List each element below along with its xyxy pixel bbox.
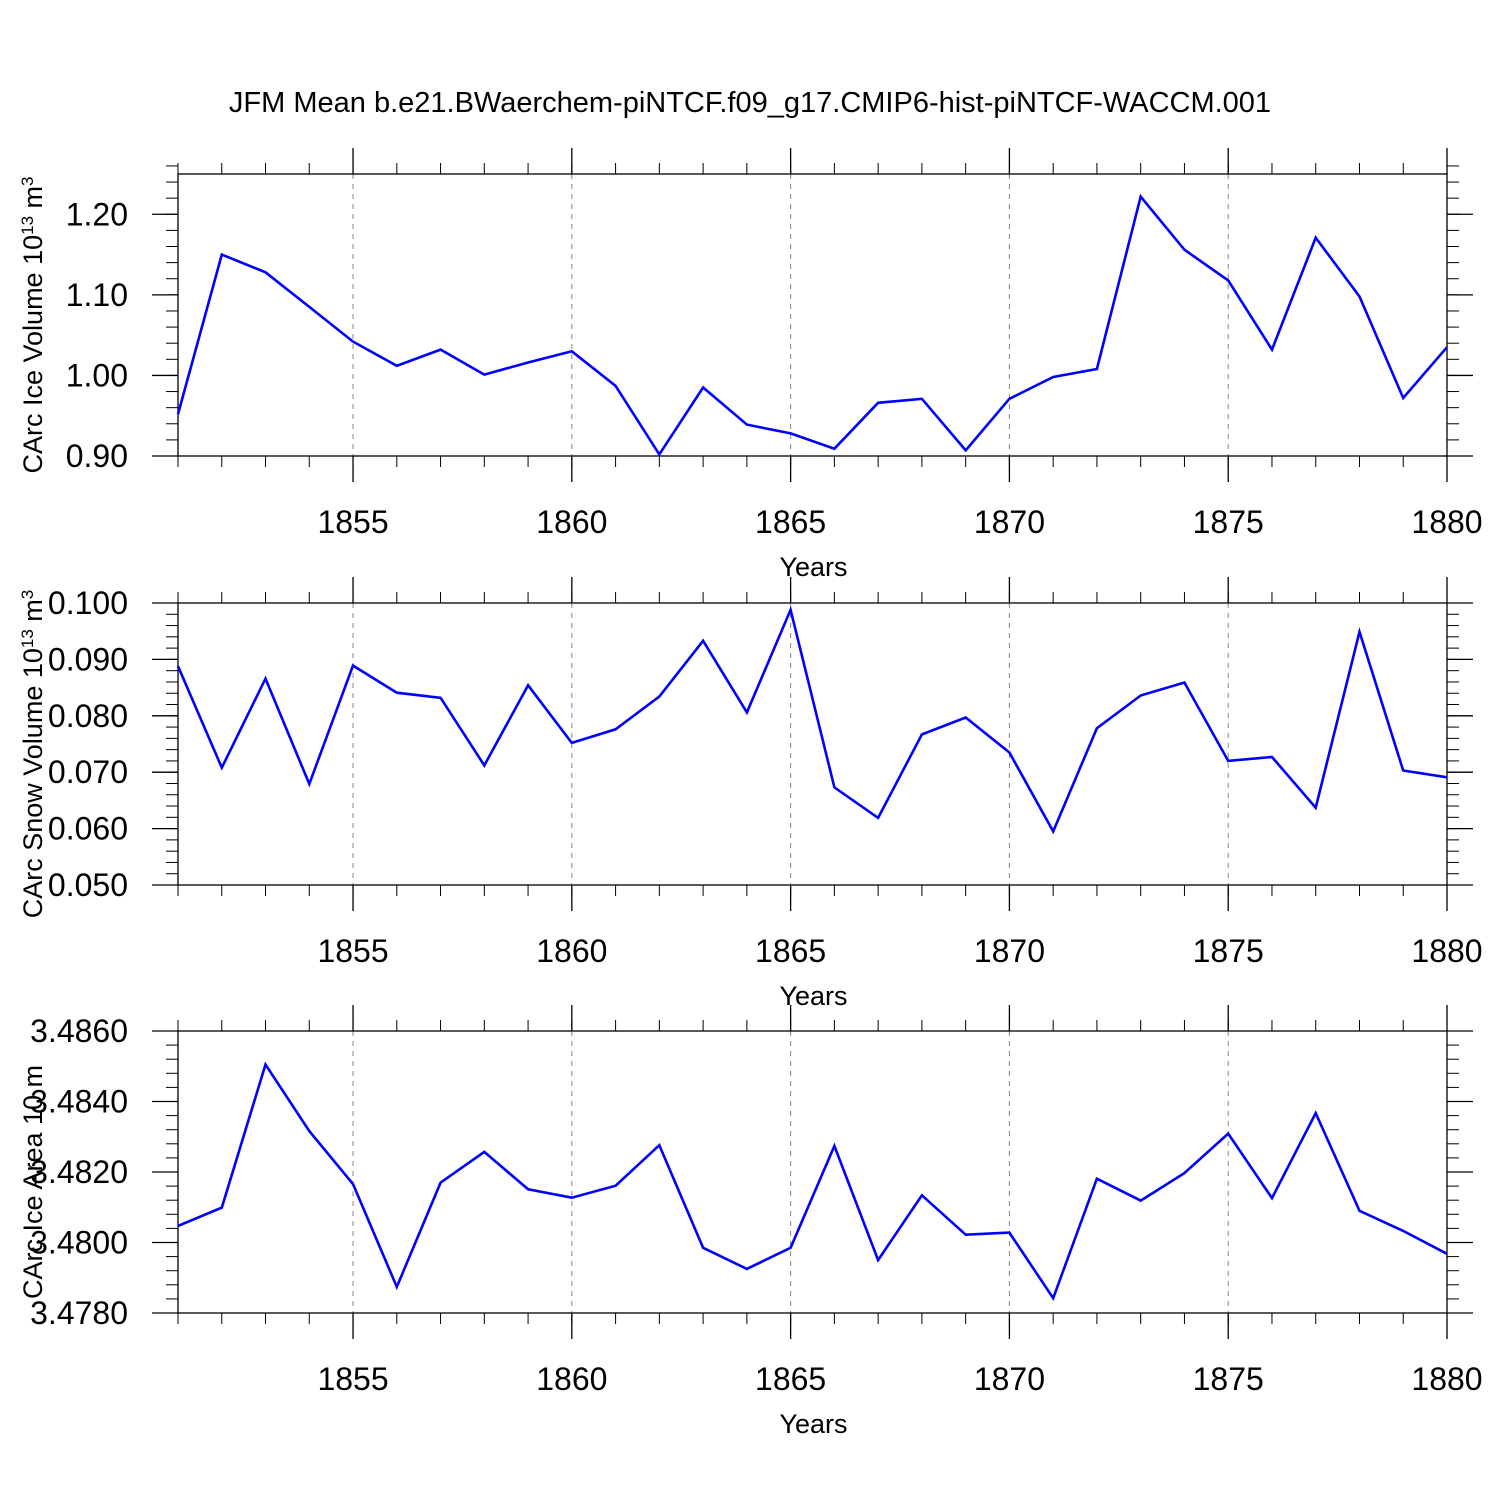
y-tick-label: 0.090 [48,641,128,677]
x-tick-label: 1875 [1193,1361,1264,1397]
x-tick-label: 1855 [317,504,388,540]
y-tick-label: 0.070 [48,754,128,790]
y-tick-label: 3.4860 [30,1013,128,1049]
series-line [176,193,1448,457]
y-tick-label: 0.060 [48,811,128,847]
plot-frame [177,602,1448,886]
x-tick-label: 1855 [317,1361,388,1397]
panel-3: 1855 1860 1865 1870 1875 1880 3.4780 3.4800 3.48… [18,1005,1483,1439]
x-tick-label: 1860 [536,504,607,540]
x-tick-label: 1880 [1411,933,1482,969]
x-tick-label: 1880 [1411,504,1482,540]
y-tick-label: 0.90 [66,438,128,474]
y-tick-label: 1.10 [66,277,128,313]
x-tick-label: 1865 [755,933,826,969]
panel-2: 1855 1860 1865 1870 1875 1880 0.050 0.060 0.070 0… [18,577,1483,1011]
x-tick-label: 1880 [1411,1361,1482,1397]
x-tick-label: 1870 [974,504,1045,540]
panel-1: 1855 1860 1865 1870 1875 1880 0.90 1.00 1.10 1.20… [18,148,1483,582]
y-tick-label: 3.4820 [30,1154,128,1190]
x-tick-label: 1865 [755,504,826,540]
y-tick-label: 0.100 [48,585,128,621]
y-tick-label: 3.4780 [30,1295,128,1331]
x-tick-label: 1875 [1193,933,1264,969]
x-tick-label: 1870 [974,1361,1045,1397]
y-axis-label: CArc Ice Volume 1013 m3 [18,176,49,473]
y-tick-label: 1.20 [66,196,128,232]
x-tick-label: 1875 [1193,504,1264,540]
y-tick-label: 0.050 [48,867,128,903]
x-axis-label: Years [779,1409,847,1439]
x-tick-label: 1865 [755,1361,826,1397]
x-axis-label: Years [779,981,847,1011]
x-axis-label: Years [779,552,847,582]
x-tick-label: 1870 [974,933,1045,969]
plot-frame [177,173,1448,457]
y-axis-label: CArc Snow Volume 1013 m3 [18,590,49,919]
x-tick-label: 1860 [536,1361,607,1397]
series-line [176,605,1448,835]
y-tick-label: 3.4800 [30,1225,128,1261]
y-tick-label: 3.4840 [30,1084,128,1120]
x-tick-label: 1855 [317,933,388,969]
y-tick-label: 1.00 [66,357,128,393]
chart-title: JFM Mean b.e21.BWaerchem-piNTCF.f09_g17.… [229,87,1271,119]
plot-frame [177,1030,1448,1314]
x-tick-label: 1860 [536,933,607,969]
y-tick-label: 0.080 [48,698,128,734]
y-axis-label: CArc Ice Area 10 m [18,1065,48,1299]
series-line [177,1061,1448,1302]
